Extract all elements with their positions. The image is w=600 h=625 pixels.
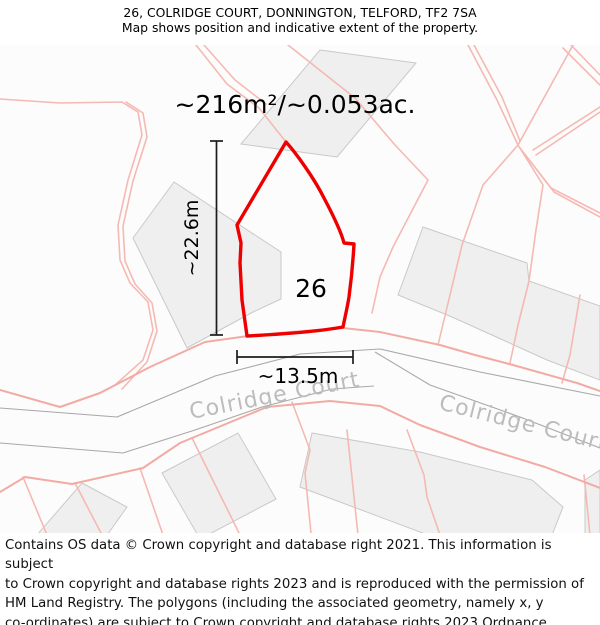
boundary-line bbox=[473, 45, 521, 142]
boundary-line bbox=[532, 106, 600, 151]
boundary-line bbox=[406, 429, 441, 533]
boundary-line bbox=[22, 476, 48, 533]
boundary-line bbox=[570, 45, 600, 76]
boundary-line bbox=[291, 401, 312, 533]
boundary-line bbox=[467, 45, 519, 146]
road-edge-bottom bbox=[0, 385, 375, 454]
copyright-line: to Crown copyright and database rights 2… bbox=[5, 576, 584, 592]
copyright-line: HM Land Registry. The polygons (includin… bbox=[5, 596, 544, 612]
boundary-line bbox=[535, 111, 600, 156]
building bbox=[397, 226, 600, 381]
boundary-line bbox=[203, 45, 267, 105]
road-edges bbox=[0, 348, 600, 454]
building bbox=[38, 482, 128, 533]
boundary-line bbox=[517, 45, 574, 146]
copyright-notice: Contains OS data © Crown copyright and d… bbox=[0, 533, 600, 625]
map-canvas: Colridge Court Colridge Court ~216m²/~0.… bbox=[0, 45, 600, 533]
property-outline bbox=[235, 140, 356, 338]
boundary-line bbox=[346, 429, 359, 533]
road-edge-top-branch bbox=[374, 351, 600, 449]
boundary-line bbox=[195, 45, 287, 143]
building bbox=[240, 49, 417, 158]
boundary-line bbox=[437, 144, 519, 346]
boundary-line bbox=[562, 47, 600, 86]
boundary-line bbox=[191, 437, 240, 533]
boundary-line bbox=[519, 147, 600, 214]
street-label-right: Colridge Court bbox=[437, 391, 600, 457]
boundary-line bbox=[139, 467, 164, 533]
boundary-line bbox=[522, 151, 600, 218]
copyright-line: Contains OS data © Crown copyright and d… bbox=[5, 538, 552, 573]
map-svg: Colridge Court Colridge Court ~216m²/~0.… bbox=[0, 45, 600, 533]
copyright-line: co-ordinates) are subject to Crown copyr… bbox=[5, 615, 547, 625]
building bbox=[161, 432, 277, 533]
building bbox=[299, 432, 564, 533]
boundary-line bbox=[509, 144, 544, 364]
boundary-line bbox=[0, 98, 154, 394]
boundary-line bbox=[583, 474, 591, 533]
area-label: ~216m²/~0.053ac. bbox=[175, 90, 416, 119]
height-label: ~22.6m bbox=[181, 200, 203, 277]
boundary-line bbox=[74, 482, 102, 533]
parcel-boundary-lines bbox=[0, 45, 600, 533]
dimension-annotations bbox=[210, 140, 354, 364]
plot-number-label: 26 bbox=[295, 274, 327, 303]
boundary-line bbox=[561, 294, 581, 384]
property-address-title: 26, COLRIDGE COURT, DONNINGTON, TELFORD,… bbox=[123, 5, 477, 20]
boundary-line bbox=[121, 101, 158, 390]
width-label: ~13.5m bbox=[258, 364, 339, 388]
boundary-line bbox=[287, 45, 429, 314]
map-title-block: 26, COLRIDGE COURT, DONNINGTON, TELFORD,… bbox=[0, 0, 600, 45]
road-boundary-lower bbox=[0, 400, 600, 493]
map-subtitle: Map shows position and indicative extent… bbox=[121, 20, 479, 35]
road-edge-top bbox=[0, 348, 600, 418]
